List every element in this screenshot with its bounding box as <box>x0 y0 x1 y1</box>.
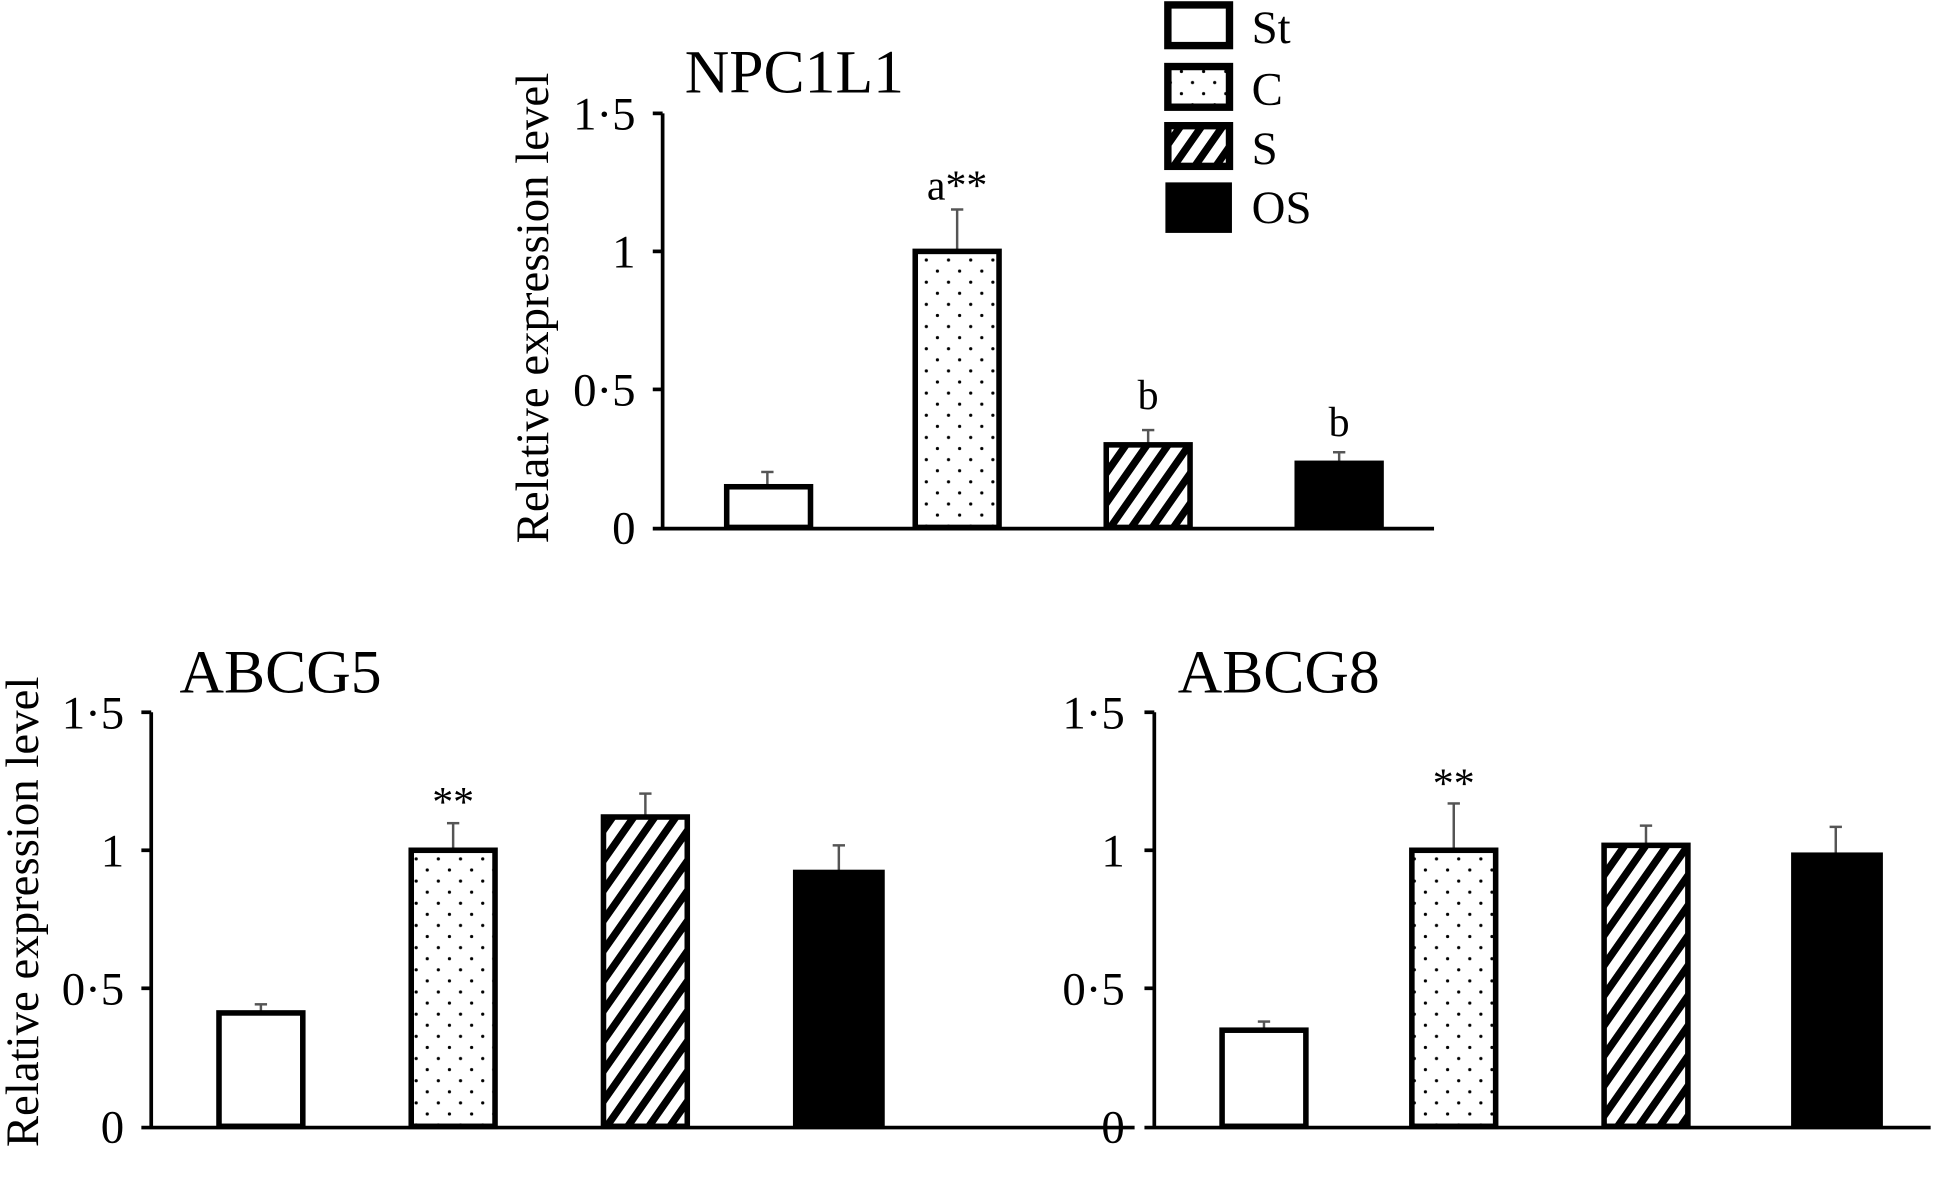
legend-label: St <box>1252 2 1291 54</box>
chart-title: NPC1L1 <box>685 38 904 106</box>
bar-os <box>792 844 885 1130</box>
bar-os <box>1791 825 1883 1130</box>
significance-label: ** <box>1433 761 1475 807</box>
bar-st <box>216 1003 306 1130</box>
chart-title: ABCG5 <box>180 639 382 707</box>
legend-item-s: S <box>1164 121 1278 175</box>
y-tick-label: 0·5 <box>62 963 124 1015</box>
bar-st <box>1219 1020 1309 1130</box>
bar-s <box>600 792 691 1130</box>
y-tick-label: 0 <box>1101 1101 1124 1153</box>
significance-label: a** <box>927 164 987 210</box>
y-tick-label: 1·5 <box>62 687 124 739</box>
chart-abcg8: ABCG8 1·5 1 0·5 0 ** <box>1062 639 1931 1153</box>
legend-item-os: OS <box>1165 182 1312 234</box>
bar-s: b <box>1103 373 1193 531</box>
legend-label: S <box>1252 123 1278 175</box>
bar-c: a** <box>912 164 1002 531</box>
y-tick-label: 1 <box>1101 825 1124 877</box>
significance-label: ** <box>432 780 474 826</box>
y-tick-label: 0·5 <box>1062 963 1124 1015</box>
legend: St C S OS <box>1164 1 1312 234</box>
significance-label: b <box>1138 373 1159 419</box>
y-tick-label: 1 <box>101 825 124 877</box>
legend-item-c: C <box>1164 62 1283 116</box>
y-tick-label: 1 <box>612 226 635 278</box>
bar-c: ** <box>1409 761 1499 1130</box>
y-axis-label: Relative expression level <box>507 73 559 544</box>
legend-label: OS <box>1252 182 1312 234</box>
y-tick-label: 0 <box>101 1101 124 1153</box>
bar-st <box>723 470 814 531</box>
y-tick-label: 0 <box>612 502 635 554</box>
y-axis: 1·5 1 0·5 0 <box>573 88 665 554</box>
y-axis: 1·5 1 0·5 0 <box>1062 687 1157 1153</box>
y-tick-label: 1·5 <box>573 88 635 140</box>
chart-title: ABCG8 <box>1178 639 1380 707</box>
legend-label: C <box>1252 64 1283 116</box>
bar-os: b <box>1294 400 1384 531</box>
y-tick-label: 0·5 <box>573 364 635 416</box>
bar-s <box>1601 824 1691 1130</box>
bar-c: ** <box>408 780 498 1130</box>
chart-abcg5: ABCG5 Relative expression level 1·5 1 0·… <box>0 639 1135 1153</box>
y-tick-label: 1·5 <box>1062 687 1124 739</box>
chart-npc1l1: NPC1L1 Relative expression level 1·5 1 0… <box>507 38 1435 554</box>
y-axis-label: Relative expression level <box>0 677 49 1148</box>
significance-label: b <box>1329 400 1350 446</box>
legend-item-st: St <box>1164 1 1291 54</box>
y-axis: 1·5 1 0·5 0 <box>62 687 154 1153</box>
